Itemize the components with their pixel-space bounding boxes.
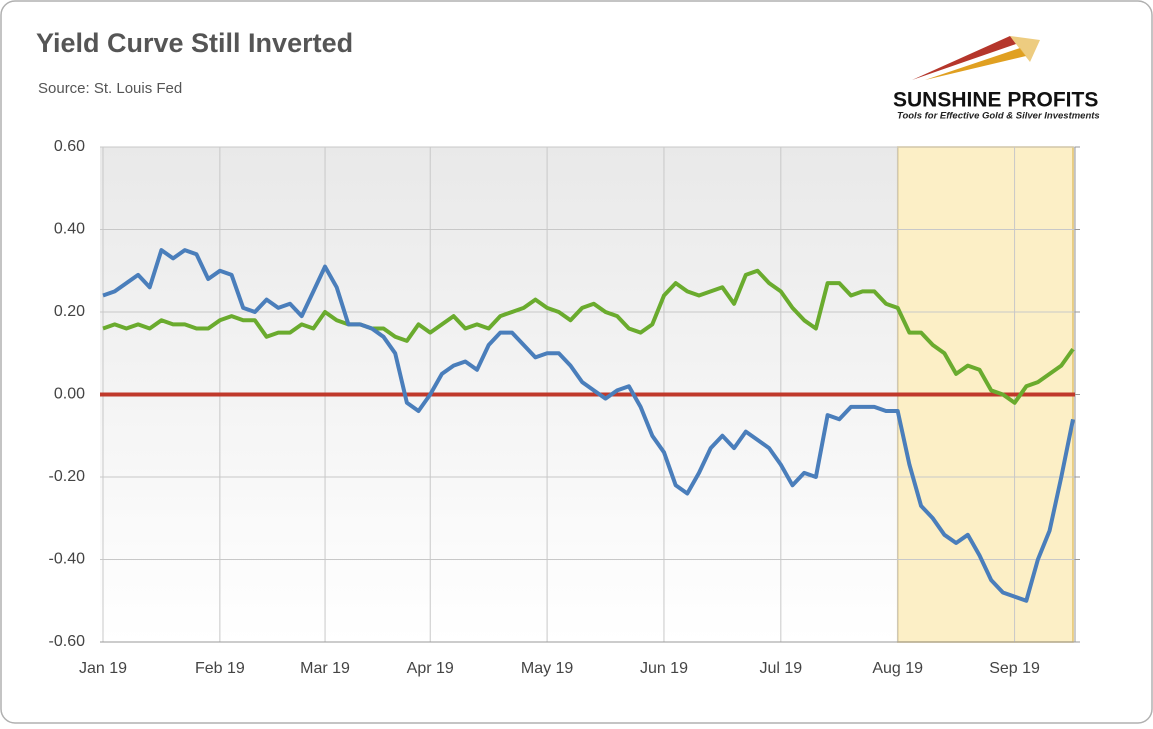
x-tick-label: Aug 19 bbox=[872, 660, 923, 677]
chart-title: Yield Curve Still Inverted bbox=[36, 28, 353, 58]
y-tick-label: -0.20 bbox=[49, 468, 86, 485]
x-tick-label: Apr 19 bbox=[407, 660, 454, 677]
logo-flare bbox=[1010, 36, 1040, 62]
logo: SUNSHINE PROFITS Tools for Effective Gol… bbox=[893, 36, 1100, 122]
series-line bbox=[102, 248, 1075, 603]
y-tick-label: 0.60 bbox=[54, 138, 85, 155]
x-tick-label: Jan 19 bbox=[79, 660, 127, 677]
x-tick-label: May 19 bbox=[521, 660, 574, 677]
logo-ray bbox=[912, 36, 1016, 80]
y-tick-label: 0.20 bbox=[54, 303, 85, 320]
x-tick-label: Sep 19 bbox=[989, 660, 1040, 677]
chart-subtitle: Source: St. Louis Fed bbox=[38, 80, 182, 97]
x-tick-label: Jul 19 bbox=[759, 660, 802, 677]
logo-tagline: Tools for Effective Gold & Silver Invest… bbox=[897, 111, 1100, 122]
logo-name: SUNSHINE PROFITS bbox=[893, 89, 1098, 112]
y-tick-label: -0.60 bbox=[49, 633, 86, 650]
x-tick-label: Mar 19 bbox=[300, 660, 350, 677]
logo-ray bbox=[925, 48, 1026, 80]
series-line bbox=[102, 268, 1075, 405]
y-tick-label: -0.40 bbox=[49, 551, 86, 568]
x-tick-label: Feb 19 bbox=[195, 660, 245, 677]
y-tick-label: 0.40 bbox=[54, 221, 85, 238]
x-tick-label: Jun 19 bbox=[640, 660, 688, 677]
y-tick-label: 0.00 bbox=[54, 386, 85, 403]
